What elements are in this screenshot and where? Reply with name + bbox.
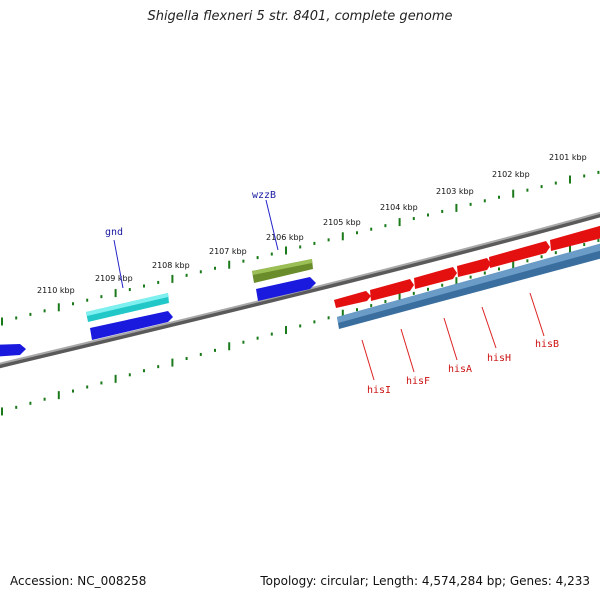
gene-label-leader — [265, 199, 279, 251]
kbp-label: 2106 kbp — [266, 233, 304, 242]
gene-label-hisA: hisA — [448, 364, 472, 375]
kbp-label: 2104 kbp — [380, 203, 418, 212]
gene-label-hisF: hisF — [406, 376, 430, 387]
kbp-label: 2108 kbp — [152, 261, 190, 270]
forward-strand-features — [0, 259, 316, 357]
kbp-label: 2105 kbp — [323, 218, 361, 227]
gene-label-leader — [529, 292, 545, 337]
reverse-strand-band — [337, 243, 600, 329]
gene-label-leader — [443, 317, 458, 361]
gene-label-leader — [361, 339, 375, 381]
kbp-label: 2102 kbp — [492, 170, 530, 179]
cds-feature-wzzB-blue — [256, 277, 316, 301]
genome-summary-text: Topology: circular; Length: 4,574,284 bp… — [260, 574, 590, 588]
kbp-label: 2103 kbp — [436, 187, 474, 196]
genome-title: Shigella flexneri 5 str. 8401, complete … — [147, 9, 453, 24]
kbp-label: 2107 kbp — [209, 247, 247, 256]
kbp-label: 2101 kbp — [549, 153, 587, 162]
accession-text: Accession: NC_008258 — [10, 574, 147, 588]
gene-label-hisH: hisH — [487, 353, 511, 364]
cds-feature-gnd-cyan-top — [86, 293, 168, 316]
cds-feature-gnd-blue — [90, 311, 173, 340]
cds-feature-hisB-1 — [489, 241, 550, 268]
gene-label-hisI: hisI — [367, 385, 391, 396]
cds-feature-wzzB-olive-top — [252, 259, 312, 275]
tick-marks — [1, 170, 600, 416]
cds-feature-hisI-body — [334, 291, 371, 308]
gene-label-leader — [400, 328, 415, 373]
cds-feature-hisH — [457, 258, 491, 277]
forward-gene-labels: gnd wzzB — [105, 190, 279, 289]
gene-label-leader — [481, 306, 497, 349]
kbp-label: 2109 kbp — [95, 274, 133, 283]
his-operon-features — [334, 225, 600, 308]
gene-label-gnd: gnd — [105, 227, 123, 238]
reverse-gene-labels: hisI hisF hisA hisH hisB — [361, 292, 559, 396]
gene-label-hisB: hisB — [535, 339, 559, 350]
cds-feature-hisF — [370, 279, 414, 301]
kbp-label: 2110 kbp — [37, 286, 75, 295]
kbp-labels: 2101 kbp 2102 kbp 2103 kbp 2104 kbp 2105… — [37, 153, 587, 295]
cds-feature-hisB-2 — [550, 225, 600, 251]
cds-feature-hisA — [414, 267, 457, 289]
cds-feature-left-edge — [0, 344, 26, 357]
gene-label-wzzB: wzzB — [252, 190, 276, 201]
gene-label-leader — [113, 239, 124, 289]
